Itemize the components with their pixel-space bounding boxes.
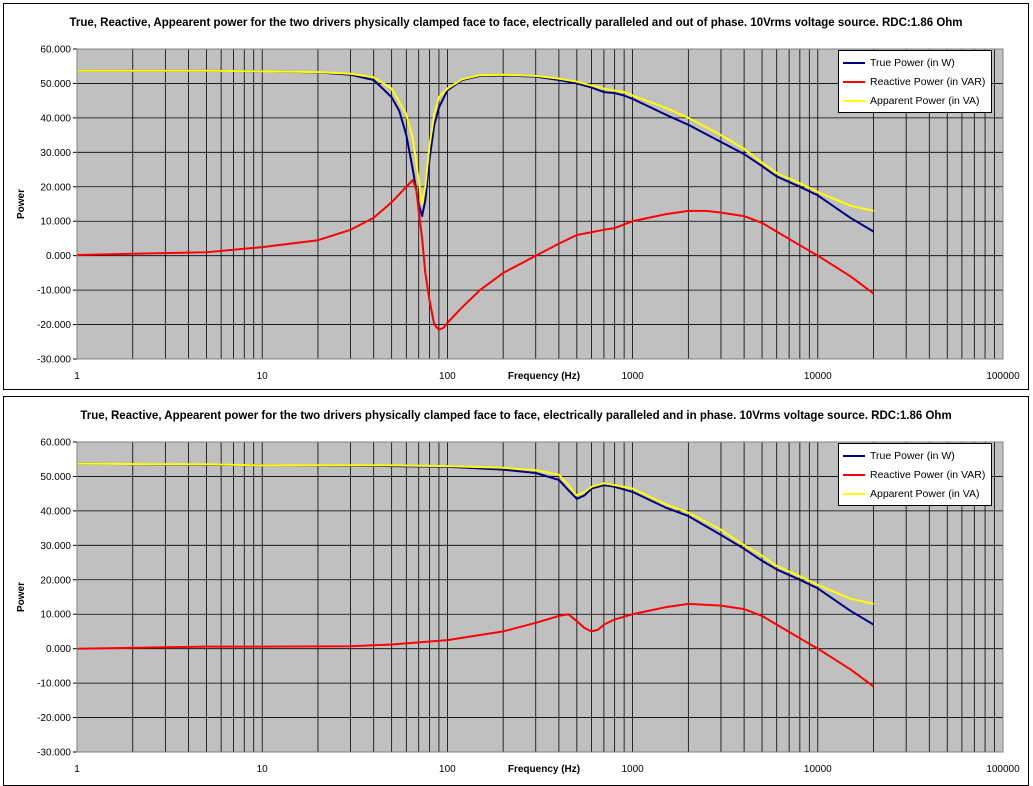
y-tick-label: 40.000 <box>40 113 71 124</box>
chart-title: True, Reactive, Appearent power for the … <box>80 410 952 422</box>
legend-item-true-power: True Power (in W) <box>843 53 985 72</box>
plot-border <box>76 441 1004 753</box>
chart-title: True, Reactive, Appearent power for the … <box>69 17 963 29</box>
chart-legend: True Power (in W) Reactive Power (in VAR… <box>838 443 993 506</box>
x-tick-label: 100000 <box>986 764 1020 775</box>
series-line-1 <box>76 178 875 331</box>
y-tick-label: 10.000 <box>40 610 71 621</box>
y-tick-label: 50.000 <box>40 79 71 90</box>
y-axis-title: Power <box>16 582 27 612</box>
y-tick-label: 60.000 <box>40 438 71 449</box>
y-tick-label: -20.000 <box>37 320 71 331</box>
x-tick-label: 100 <box>439 764 456 775</box>
y-tick-label: -20.000 <box>37 713 71 724</box>
x-tick-label: 10 <box>257 371 269 382</box>
x-tick-label: 10000 <box>804 764 832 775</box>
y-tick-label: 30.000 <box>40 148 71 159</box>
x-axis-title: Frequency (Hz) <box>508 371 580 382</box>
y-axis-title: Power <box>16 189 27 219</box>
legend-label: Apparent Power (in VA) <box>870 487 980 500</box>
legend-label: Reactive Power (in VAR) <box>870 468 986 481</box>
series-line-2 <box>76 462 874 605</box>
legend-label: True Power (in W) <box>870 56 955 69</box>
chart-panel-out-of-phase: True, Reactive, Appearent power for the … <box>3 3 1029 390</box>
legend-swatch <box>843 454 865 457</box>
y-tick-label: 50.000 <box>40 472 71 483</box>
legend-swatch <box>843 61 865 64</box>
legend-item-reactive-power: Reactive Power (in VAR) <box>843 465 985 484</box>
legend-item-apparent-power: Apparent Power (in VA) <box>843 91 985 110</box>
y-tick-label: 40.000 <box>40 506 71 517</box>
legend-item-true-power: True Power (in W) <box>843 446 985 465</box>
plot-border <box>76 48 1004 360</box>
y-tick-label: 60.000 <box>40 45 71 56</box>
legend-label: True Power (in W) <box>870 449 955 462</box>
x-tick-label: 1 <box>74 371 80 382</box>
x-tick-label: 1 <box>74 764 80 775</box>
legend-swatch <box>843 473 865 476</box>
legend-label: Reactive Power (in VAR) <box>870 75 986 88</box>
x-tick-label: 100000 <box>986 371 1020 382</box>
chart-legend: True Power (in W) Reactive Power (in VAR… <box>838 50 993 113</box>
series-line-2 <box>77 69 874 212</box>
y-tick-label: -10.000 <box>37 679 71 690</box>
x-tick-label: 10 <box>257 764 269 775</box>
y-tick-label: 20.000 <box>40 575 71 586</box>
y-tick-label: 20.000 <box>40 182 71 193</box>
y-tick-label: 0.000 <box>46 644 71 655</box>
x-tick-label: 1000 <box>621 764 644 775</box>
x-tick-label: 1000 <box>621 371 644 382</box>
chart-panel-in-phase: True, Reactive, Appearent power for the … <box>3 396 1029 786</box>
legend-swatch <box>843 492 865 495</box>
y-tick-label: -30.000 <box>37 748 71 759</box>
x-tick-label: 10000 <box>804 371 832 382</box>
legend-swatch <box>843 80 865 83</box>
x-tick-label: 100 <box>439 371 456 382</box>
y-tick-label: -30.000 <box>37 355 71 366</box>
y-tick-label: 30.000 <box>40 541 71 552</box>
x-axis-title: Frequency (Hz) <box>508 764 580 775</box>
legend-swatch <box>843 99 865 102</box>
legend-item-apparent-power: Apparent Power (in VA) <box>843 484 985 503</box>
y-tick-label: 10.000 <box>40 217 71 228</box>
y-tick-label: 0.000 <box>46 251 71 262</box>
legend-item-reactive-power: Reactive Power (in VAR) <box>843 72 985 91</box>
y-tick-label: -10.000 <box>37 286 71 297</box>
series-line-1 <box>76 602 875 688</box>
legend-label: Apparent Power (in VA) <box>870 94 980 107</box>
